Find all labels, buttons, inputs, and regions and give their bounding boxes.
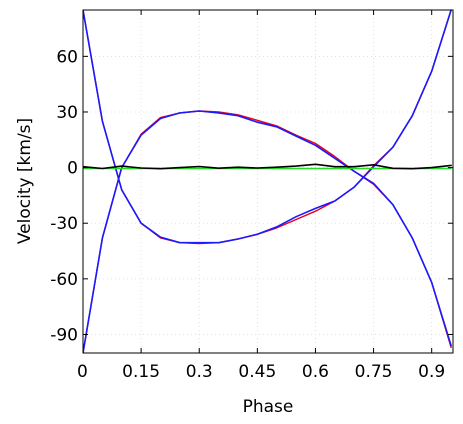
x-tick-label: 0.15: [122, 362, 160, 382]
plot-frame: [82, 9, 454, 354]
series-line-6: [83, 163, 452, 170]
series-line-3: [83, 110, 452, 353]
x-tick-label: 0.75: [355, 362, 393, 382]
grid: [82, 10, 453, 353]
y-tick-label: 60: [56, 47, 78, 67]
x-axis-title: Phase: [243, 397, 294, 417]
y-tick-label: 30: [56, 103, 78, 123]
series-line-1: [83, 110, 452, 353]
y-tick-label: -90: [50, 325, 78, 345]
y-tick-label: 0: [67, 159, 78, 179]
y-tick-label: -30: [50, 214, 78, 234]
series-line-4: [83, 10, 452, 244]
x-tick-label: 0.3: [186, 362, 213, 382]
x-tick-label: 0.6: [302, 362, 329, 382]
y-tick-label: -60: [50, 270, 78, 290]
x-tick-label: 0.45: [238, 362, 276, 382]
x-tick-label: 0.9: [418, 362, 445, 382]
x-tick-labels: 0 0.15 0.3 0.45 0.6 0.75 0.9: [77, 362, 445, 382]
y-axis-title: Velocity [km/s]: [15, 118, 35, 244]
axis-ticks: [82, 10, 453, 353]
x-tick-label: 0: [77, 362, 88, 382]
series-lines: [83, 10, 452, 353]
y-tick-labels: -90 -60 -30 0 30 60: [50, 47, 78, 345]
